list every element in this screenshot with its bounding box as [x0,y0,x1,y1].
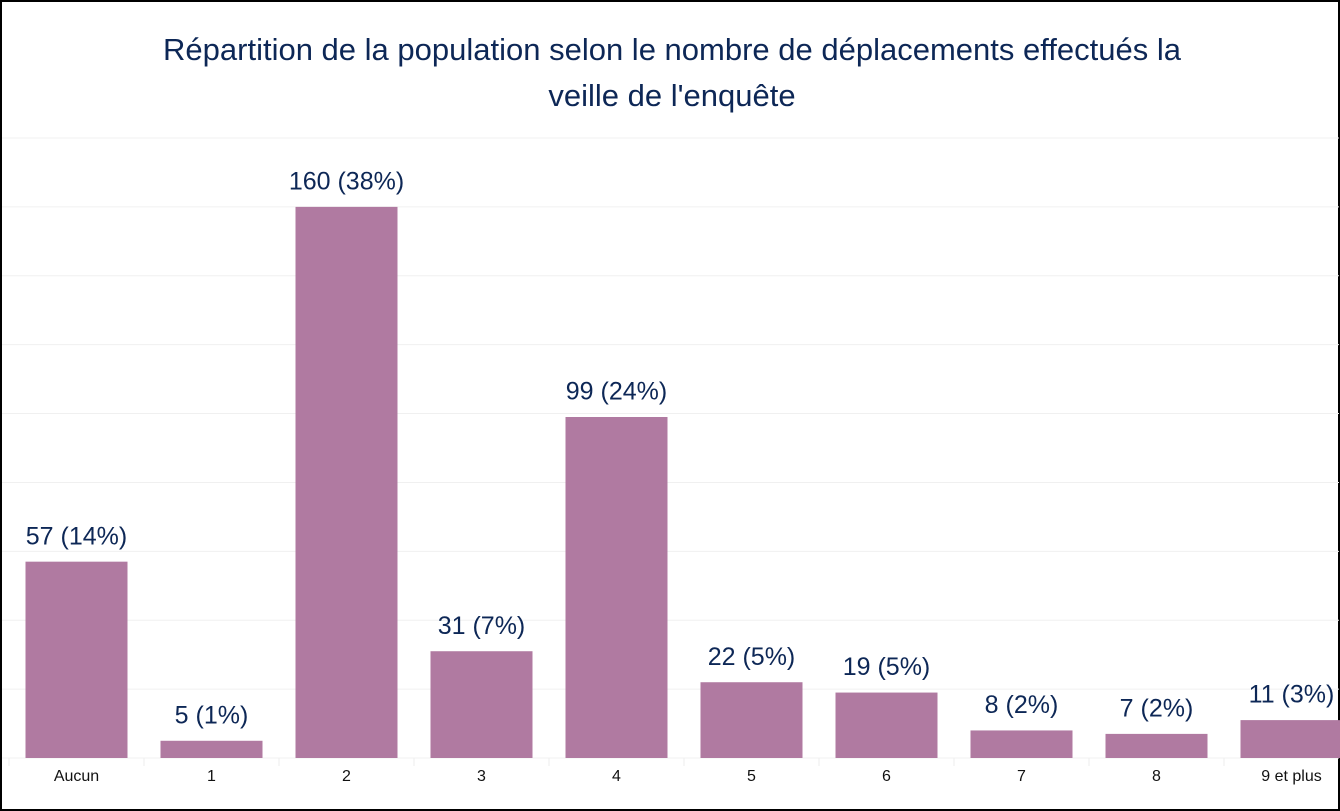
x-tick-label: 2 [342,768,351,785]
value-label: 99 (24%) [566,378,667,406]
bar [1105,733,1208,758]
value-label: 7 (2%) [1120,694,1194,722]
value-label: 160 (38%) [289,167,404,195]
x-tick-label: 8 [1152,768,1161,785]
value-label: 22 (5%) [708,643,796,671]
bar [565,417,668,758]
x-tick-label: 9 et plus [1261,768,1321,785]
bar [295,206,398,758]
x-tick-label: 3 [477,768,486,785]
value-label: 19 (5%) [843,653,931,681]
x-tick-label: 6 [882,768,891,785]
bar [430,651,533,758]
bar [1240,720,1340,758]
value-label: 5 (1%) [175,701,249,729]
x-tick-label: 1 [207,768,216,785]
chart-title: Répartition de la population selon le no… [163,32,1182,67]
bar [835,692,938,758]
value-label: 8 (2%) [985,691,1059,719]
bar [700,682,803,758]
x-tick-label: Aucun [54,768,99,785]
value-label: 11 (3%) [1249,681,1335,709]
value-label: 31 (7%) [438,612,526,640]
x-tick-label: 7 [1017,768,1026,785]
value-label: 57 (14%) [26,522,127,550]
x-tick-label: 4 [612,768,621,785]
bar [160,740,263,758]
bar [970,730,1073,758]
bar [25,561,128,758]
chart-title: veille de l'enquête [548,78,795,113]
x-tick-label: 5 [747,768,756,785]
